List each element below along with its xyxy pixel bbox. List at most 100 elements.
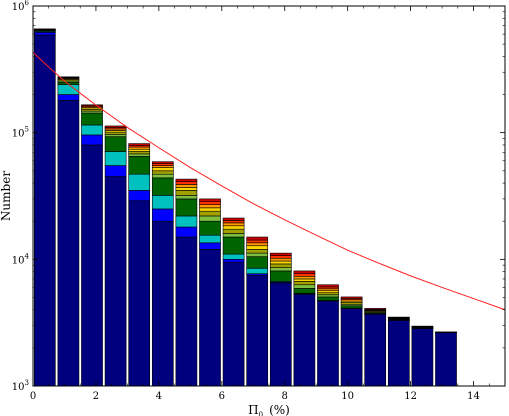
x-tick-label-12: 12 — [404, 391, 417, 402]
bar-4-layer-6 — [128, 148, 151, 152]
bar-11-layer-6 — [293, 278, 316, 282]
bar-7-layer-4 — [199, 215, 221, 222]
bar-6-layer-7 — [175, 184, 198, 188]
bar-5-layer-6 — [151, 167, 174, 172]
bar-1-layer-0 — [57, 100, 80, 387]
bar-3-layer-4 — [104, 134, 127, 137]
bar-9-layer-6 — [246, 245, 269, 250]
bar-12-layer-4 — [317, 294, 339, 298]
bar-11-layer-7 — [293, 275, 316, 280]
bar-0-layer-1 — [33, 31, 56, 36]
bar-9-layer-4 — [246, 252, 269, 257]
bar-11-layer-5 — [293, 281, 316, 286]
bar-11-layer-8 — [293, 273, 316, 277]
bar-10-layer-8 — [269, 255, 292, 259]
bar-17-layer-0 — [435, 332, 457, 387]
bar-4-layer-3 — [128, 156, 151, 175]
bar-13-layer-3 — [340, 305, 363, 309]
bar-8-layer-1 — [222, 259, 245, 263]
bar-9-layer-2 — [246, 267, 269, 275]
bar-6-layer-2 — [175, 215, 198, 228]
y-tick-label-0: 103 — [12, 379, 29, 393]
y-tick-label-1: 104 — [12, 252, 30, 266]
y-tick-label-2: 105 — [12, 126, 29, 140]
bar-12-layer-5 — [317, 292, 339, 296]
bar-7-layer-1 — [199, 242, 221, 250]
bar-8-layer-8 — [222, 220, 245, 224]
bar-5-layer-9 — [151, 161, 174, 164]
bar-1-layer-1 — [57, 94, 80, 101]
bar-16-layer-9 — [411, 325, 434, 327]
bar-8-layer-3 — [222, 236, 245, 255]
bar-6-layer-9 — [175, 178, 198, 183]
x-axis-label-sub: 0 — [259, 411, 263, 416]
bar-8-layer-2 — [222, 253, 245, 260]
bar-12-layer-9 — [317, 284, 339, 288]
bar-9-layer-8 — [246, 239, 269, 244]
bar-0-layer-0 — [33, 34, 56, 387]
ticks-group: 0 2 4 6 8 10 12 14 103 104 105 106 — [12, 0, 506, 402]
bar-9-layer-9 — [246, 236, 269, 241]
bar-11-layer-3 — [293, 288, 316, 294]
bar-10-layer-5 — [269, 263, 292, 268]
x-tick-label-0: 0 — [30, 391, 36, 402]
bar-6-layer-5 — [175, 190, 198, 196]
bar-3-layer-0 — [104, 176, 127, 387]
bar-10-layer-7 — [269, 257, 292, 262]
bar-10-layer-0 — [269, 282, 292, 387]
x-tick-label-6: 6 — [219, 391, 225, 402]
bar-4-layer-9 — [128, 143, 151, 146]
bar-3-layer-5 — [104, 131, 127, 135]
bar-7-layer-2 — [199, 234, 221, 244]
bar-3-layer-1 — [104, 165, 127, 177]
bar-7-layer-6 — [199, 207, 221, 212]
bar-6-layer-6 — [175, 187, 198, 191]
bar-9-layer-7 — [246, 242, 269, 247]
x-tick-label-4: 4 — [156, 391, 162, 402]
bars-group — [33, 28, 457, 387]
bar-5-layer-3 — [151, 177, 174, 196]
bar-10-layer-4 — [269, 267, 292, 272]
bar-7-layer-5 — [199, 210, 221, 217]
bar-4-layer-2 — [128, 173, 151, 191]
plot-frame — [32, 5, 506, 387]
x-tick-label-2: 2 — [93, 391, 99, 402]
bar-5-layer-1 — [151, 208, 174, 222]
x-tick-label-8: 8 — [282, 391, 288, 402]
bar-4-layer-5 — [128, 151, 151, 155]
x-tick-label-10: 10 — [341, 391, 354, 402]
bar-9-layer-0 — [246, 274, 269, 387]
bar-5-layer-5 — [151, 170, 174, 175]
x-axis-label-main: Π — [248, 403, 258, 416]
x-axis-label-unit: (%) — [269, 403, 290, 416]
bar-3-layer-3 — [104, 136, 127, 152]
bar-13-layer-0 — [340, 308, 363, 387]
bar-4-layer-7 — [128, 146, 151, 150]
bar-6-layer-1 — [175, 226, 198, 238]
bar-11-layer-0 — [293, 293, 316, 387]
bar-8-layer-0 — [222, 261, 245, 387]
bar-2-layer-9 — [81, 104, 103, 107]
x-tick-label-14: 14 — [467, 391, 480, 402]
bar-9-layer-5 — [246, 249, 269, 254]
bar-2-layer-2 — [81, 124, 103, 136]
bar-5-layer-0 — [151, 220, 174, 387]
bar-6-layer-3 — [175, 198, 198, 217]
bar-7-layer-3 — [199, 220, 221, 236]
bar-12-layer-3 — [317, 296, 339, 301]
bar-2-layer-1 — [81, 134, 103, 146]
y-axis-label: Number — [0, 171, 13, 221]
bar-11-layer-4 — [293, 284, 316, 289]
bar-13-layer-9 — [340, 296, 363, 299]
bar-10-layer-6 — [269, 260, 292, 265]
bar-7-layer-7 — [199, 204, 221, 209]
bar-8-layer-7 — [222, 222, 245, 227]
bar-7-layer-8 — [199, 201, 221, 205]
bar-7-layer-0 — [199, 249, 221, 387]
bar-8-layer-4 — [222, 233, 245, 238]
x-axis-label: Π0 (%) — [248, 403, 290, 416]
bar-8-layer-9 — [222, 217, 245, 221]
bar-1-layer-9 — [57, 76, 80, 78]
y-tick-label-3: 106 — [12, 0, 30, 13]
